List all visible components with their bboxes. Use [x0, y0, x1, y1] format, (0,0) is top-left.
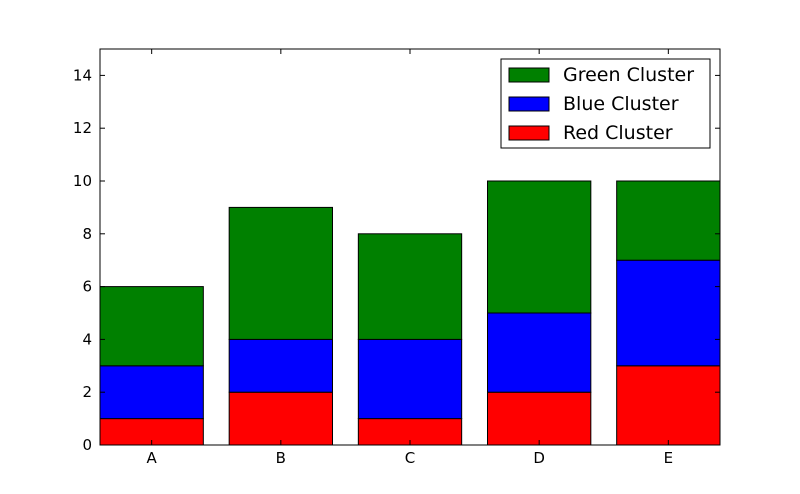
x-tick-label-d: D	[533, 449, 545, 467]
x-axis: A B C D E	[147, 49, 673, 467]
y-tick-label: 2	[82, 383, 92, 401]
bar-green-cluster-b	[228, 206, 334, 340]
y-tick-label: 12	[73, 119, 92, 137]
bar-blue-cluster-c	[357, 338, 463, 420]
legend-label-green-cluster: Green Cluster	[563, 64, 694, 86]
bar-blue-cluster-e	[616, 259, 721, 367]
y-tick-label: 6	[82, 278, 92, 296]
y-tick-label: 0	[82, 436, 92, 454]
bar-green-cluster-d	[487, 180, 592, 314]
bar-blue-cluster-b	[228, 338, 334, 393]
bar-red-cluster-e	[616, 365, 721, 446]
bar-red-cluster-d	[487, 391, 592, 446]
x-tick-label-b: B	[276, 449, 286, 467]
bar-red-cluster-b	[228, 391, 334, 446]
y-axis: 0 2 4 6 8 10 12 14	[73, 66, 720, 454]
bar-green-cluster-a	[99, 286, 204, 367]
legend-label-red-cluster: Red Cluster	[563, 122, 673, 144]
y-tick-label: 4	[82, 330, 92, 348]
legend-label-blue-cluster: Blue Cluster	[563, 93, 679, 115]
x-tick-label-c: C	[405, 449, 415, 467]
y-tick-label: 8	[82, 225, 92, 243]
bars-layer	[99, 180, 721, 446]
y-tick-label: 14	[73, 66, 92, 84]
x-tick-label-e: E	[664, 449, 673, 467]
y-tick-label: 10	[73, 172, 92, 190]
bar-blue-cluster-a	[99, 365, 204, 420]
legend-swatch-green-cluster	[508, 67, 550, 83]
bar-green-cluster-e	[616, 180, 721, 261]
legend-swatch-red-cluster	[508, 125, 550, 141]
x-tick-label-a: A	[147, 449, 158, 467]
legend-swatch-blue-cluster	[508, 96, 550, 112]
legend: Green Cluster Blue Cluster Red Cluster	[500, 58, 711, 149]
bar-green-cluster-c	[357, 233, 463, 340]
bar-blue-cluster-d	[487, 312, 592, 393]
